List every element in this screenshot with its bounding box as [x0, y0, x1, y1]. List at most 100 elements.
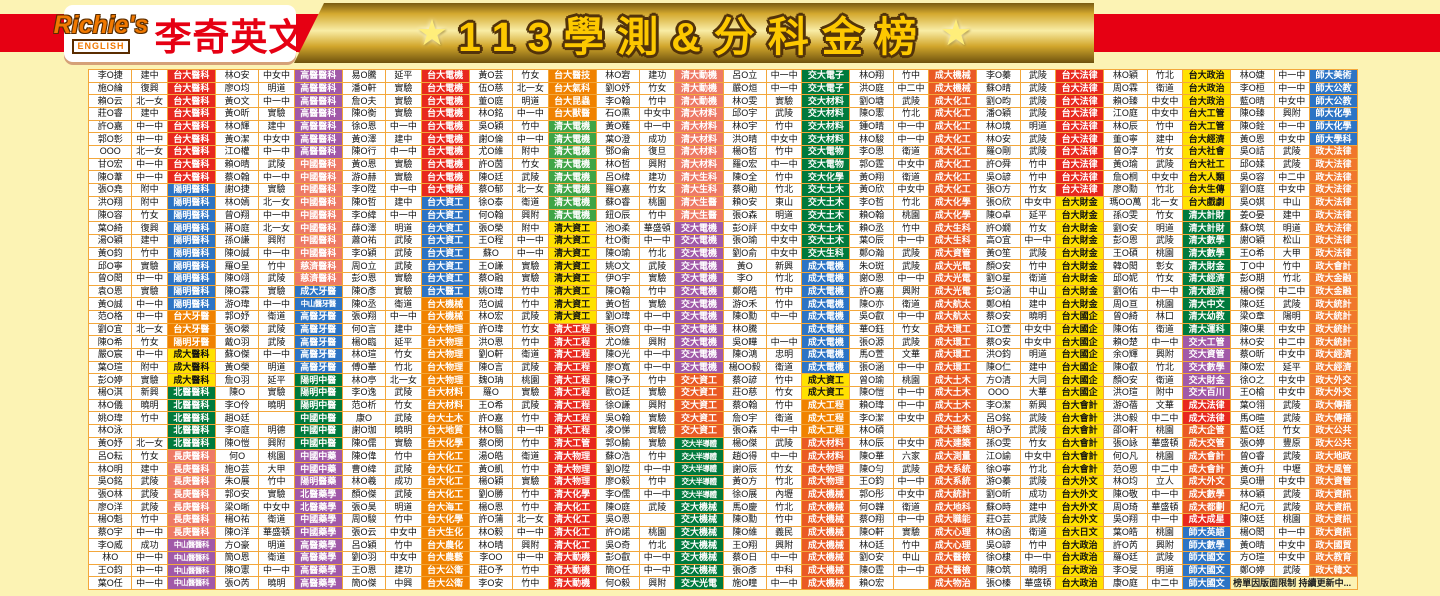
school-name: 中二中 [893, 82, 929, 95]
school-name: 建中 [132, 234, 167, 247]
department-badge: 陽明中醫 [294, 387, 342, 399]
department-badge: 交大電機 [675, 323, 723, 336]
department-badge: 台大法律 [1056, 70, 1104, 82]
school-name: 華盛頓 [1020, 577, 1056, 589]
school-name: 延平 [1274, 361, 1309, 374]
school-name: 中女中 [1020, 450, 1056, 463]
department-badge: 成大工程 [802, 425, 850, 437]
school-name: 武陵 [132, 475, 167, 488]
department-badge: 成大化工 [929, 146, 977, 158]
department-badge: 台大政治 [1183, 70, 1231, 82]
student-name: 郭O彰 [89, 133, 132, 146]
department-badge: 北醫醫科 [167, 399, 215, 412]
department-badge: 清大工程 [548, 425, 596, 437]
school-name: 實驗 [640, 437, 675, 450]
student-name: 黃O笙 [977, 247, 1020, 260]
student-name: 李O旻 [1104, 564, 1147, 577]
school-name: 建中 [386, 133, 421, 146]
department-badge: 台大電機 [421, 82, 469, 95]
school-name: 中一中 [259, 209, 294, 222]
student-name: 方O瑄 [1231, 551, 1274, 564]
department-badge: 政大教育 [1309, 551, 1357, 564]
student-name: 陳O憲 [215, 564, 259, 577]
student-name: 張O森 [723, 209, 766, 222]
school-name: 竹北 [893, 108, 929, 120]
department-badge: 中國中醫 [294, 425, 342, 437]
brand-english-name: Richie's [53, 11, 149, 40]
student-name: 甘O宏 [89, 158, 132, 171]
student-name: 謝O穎 [1231, 234, 1274, 247]
department-badge: 交大土木 [802, 184, 850, 196]
student-name: 詹O桐 [1104, 171, 1147, 184]
department-badge: 中國醫科 [294, 184, 342, 196]
student-name: 曾O瑜 [850, 374, 893, 387]
school-name: 武陵 [259, 158, 294, 171]
department-badge: 政大金融 [1309, 272, 1357, 285]
department-badge: 台大物理 [421, 374, 469, 387]
department-badge: 成大環工 [929, 336, 977, 349]
school-name: 附中 [132, 361, 167, 374]
student-name: 紀O元 [1231, 501, 1274, 513]
student-name: 王O希 [1231, 247, 1274, 260]
student-name: 陳O仁 [977, 361, 1020, 374]
school-name: 實驗 [640, 412, 675, 425]
school-name: 竹女 [1020, 437, 1056, 450]
school-name: 武陵 [1020, 82, 1056, 95]
department-badge: 陽明醫科 [167, 272, 215, 285]
student-name: 楊O祐 [215, 513, 259, 526]
department-badge: 台大資工 [421, 247, 469, 260]
student-name: 陳O [215, 387, 259, 399]
department-badge: 交大資工 [675, 412, 723, 425]
school-name: 竹女 [640, 184, 675, 196]
department-badge: 成大機械 [802, 577, 850, 589]
student-name: 陳O瑜 [596, 247, 640, 260]
department-badge: 交大機械 [675, 526, 723, 539]
department-badge: 清大工程 [548, 361, 596, 374]
school-name: 竹北 [1147, 184, 1183, 196]
school-name: 中一中 [1274, 120, 1309, 133]
student-name: 嚴O宸 [89, 349, 132, 361]
school-name: 北一女 [513, 513, 548, 526]
student-name: 周O琦 [1104, 501, 1147, 513]
department-badge: 台大醫科 [167, 120, 215, 133]
department-badge: 中國醫科 [294, 196, 342, 209]
student-name: 董O庭 [469, 95, 513, 108]
department-badge: 台大醫科 [167, 133, 215, 146]
student-name: 張O堯 [89, 184, 132, 196]
department-badge: 交大材料 [802, 120, 850, 133]
department-badge: 高醫醫科 [294, 82, 342, 95]
department-badge: 清大工程 [548, 336, 596, 349]
department-badge: 成大化工 [929, 171, 977, 184]
school-name: 明道 [386, 501, 421, 513]
department-badge: 北醫醫科 [167, 425, 215, 437]
department-badge: 成大會計 [1183, 463, 1231, 475]
student-name: 黃O澤 [342, 133, 386, 146]
department-badge: 政大法律 [1309, 171, 1357, 184]
results-column: 李O蓁 武陵 台大法律 蘇O晴 武陵 台大法律 劉O昀 武陵 台大法律 潘O穎 武陵 台大法律 林O境明… [977, 70, 1104, 589]
department-badge: 台大材料 [421, 387, 469, 399]
student-name: 莊O芸 [977, 513, 1020, 526]
department-badge: 台大政治 [1056, 551, 1104, 564]
student-name: 王O鈞 [89, 564, 132, 577]
school-name: 興附 [893, 285, 929, 298]
department-badge: 中國中藥 [294, 463, 342, 475]
student-name: 李O哲 [850, 196, 893, 209]
school-name: 興附 [1274, 108, 1309, 120]
school-name: 中一中 [1274, 70, 1309, 82]
student-name: 王O恩 [342, 564, 386, 577]
department-badge: 中山醫醫科 [167, 564, 215, 577]
student-name: 江O權 [215, 146, 259, 158]
student-name: 王O榆 [1231, 387, 1274, 399]
department-badge: 政大風管 [1309, 463, 1357, 475]
department-badge: 中國醫科 [294, 222, 342, 234]
student-name: 賴O臻 [1104, 95, 1147, 108]
student-name: 吳O諺 [977, 171, 1020, 184]
student-name: 林O哲 [596, 158, 640, 171]
student-name: 呂O立 [723, 70, 766, 82]
school-name: 竹北 [386, 361, 421, 374]
student-name: 葉O皓 [1104, 526, 1147, 539]
student-name: 姚O文 [596, 260, 640, 272]
department-badge: 清大物理 [548, 450, 596, 463]
department-badge: 台大土木 [421, 412, 469, 425]
